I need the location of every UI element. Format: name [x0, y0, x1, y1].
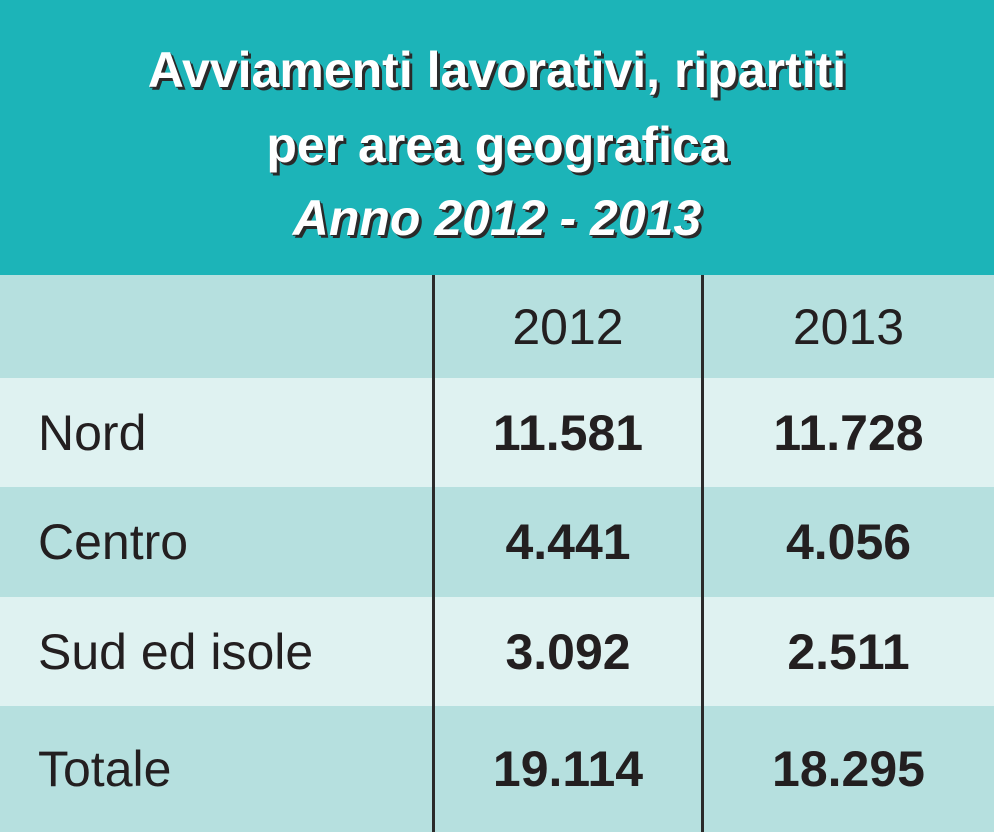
column-divider — [432, 275, 435, 832]
row-label: Nord — [38, 404, 147, 461]
value-cell: 18.295 — [772, 741, 925, 797]
value-cell: 11.728 — [773, 404, 924, 461]
table-row: Nord 11.581 11.728 — [0, 378, 994, 487]
value-cell: 4.056 — [785, 514, 912, 570]
row-label: Sud ed isole — [38, 623, 314, 680]
table-row: Sud ed isole 3.092 2.511 — [0, 597, 994, 706]
row-label: Totale — [38, 741, 172, 797]
title-line: per area geografica — [266, 117, 728, 173]
title-line: Avviamenti lavorativi, ripartiti — [147, 42, 847, 98]
column-header: 2012 — [512, 298, 624, 355]
value-cell: 4.441 — [505, 514, 631, 570]
value-cell: 11.581 — [492, 404, 644, 461]
value-cell: 2.511 — [787, 623, 910, 680]
row-label: Centro — [38, 514, 189, 570]
column-divider — [701, 275, 704, 832]
table-row: Centro 4.441 4.056 — [0, 487, 994, 597]
title-line: Anno 2012 - 2013 — [292, 190, 702, 246]
header: Avviamenti lavorativi, ripartiti per are… — [0, 0, 994, 275]
value-cell: 19.114 — [492, 741, 644, 797]
header-row: 2012 2013 — [0, 275, 994, 378]
column-header: 2013 — [792, 298, 905, 355]
table-row: Totale 19.114 18.295 — [0, 706, 994, 832]
value-cell: 3.092 — [505, 623, 631, 680]
